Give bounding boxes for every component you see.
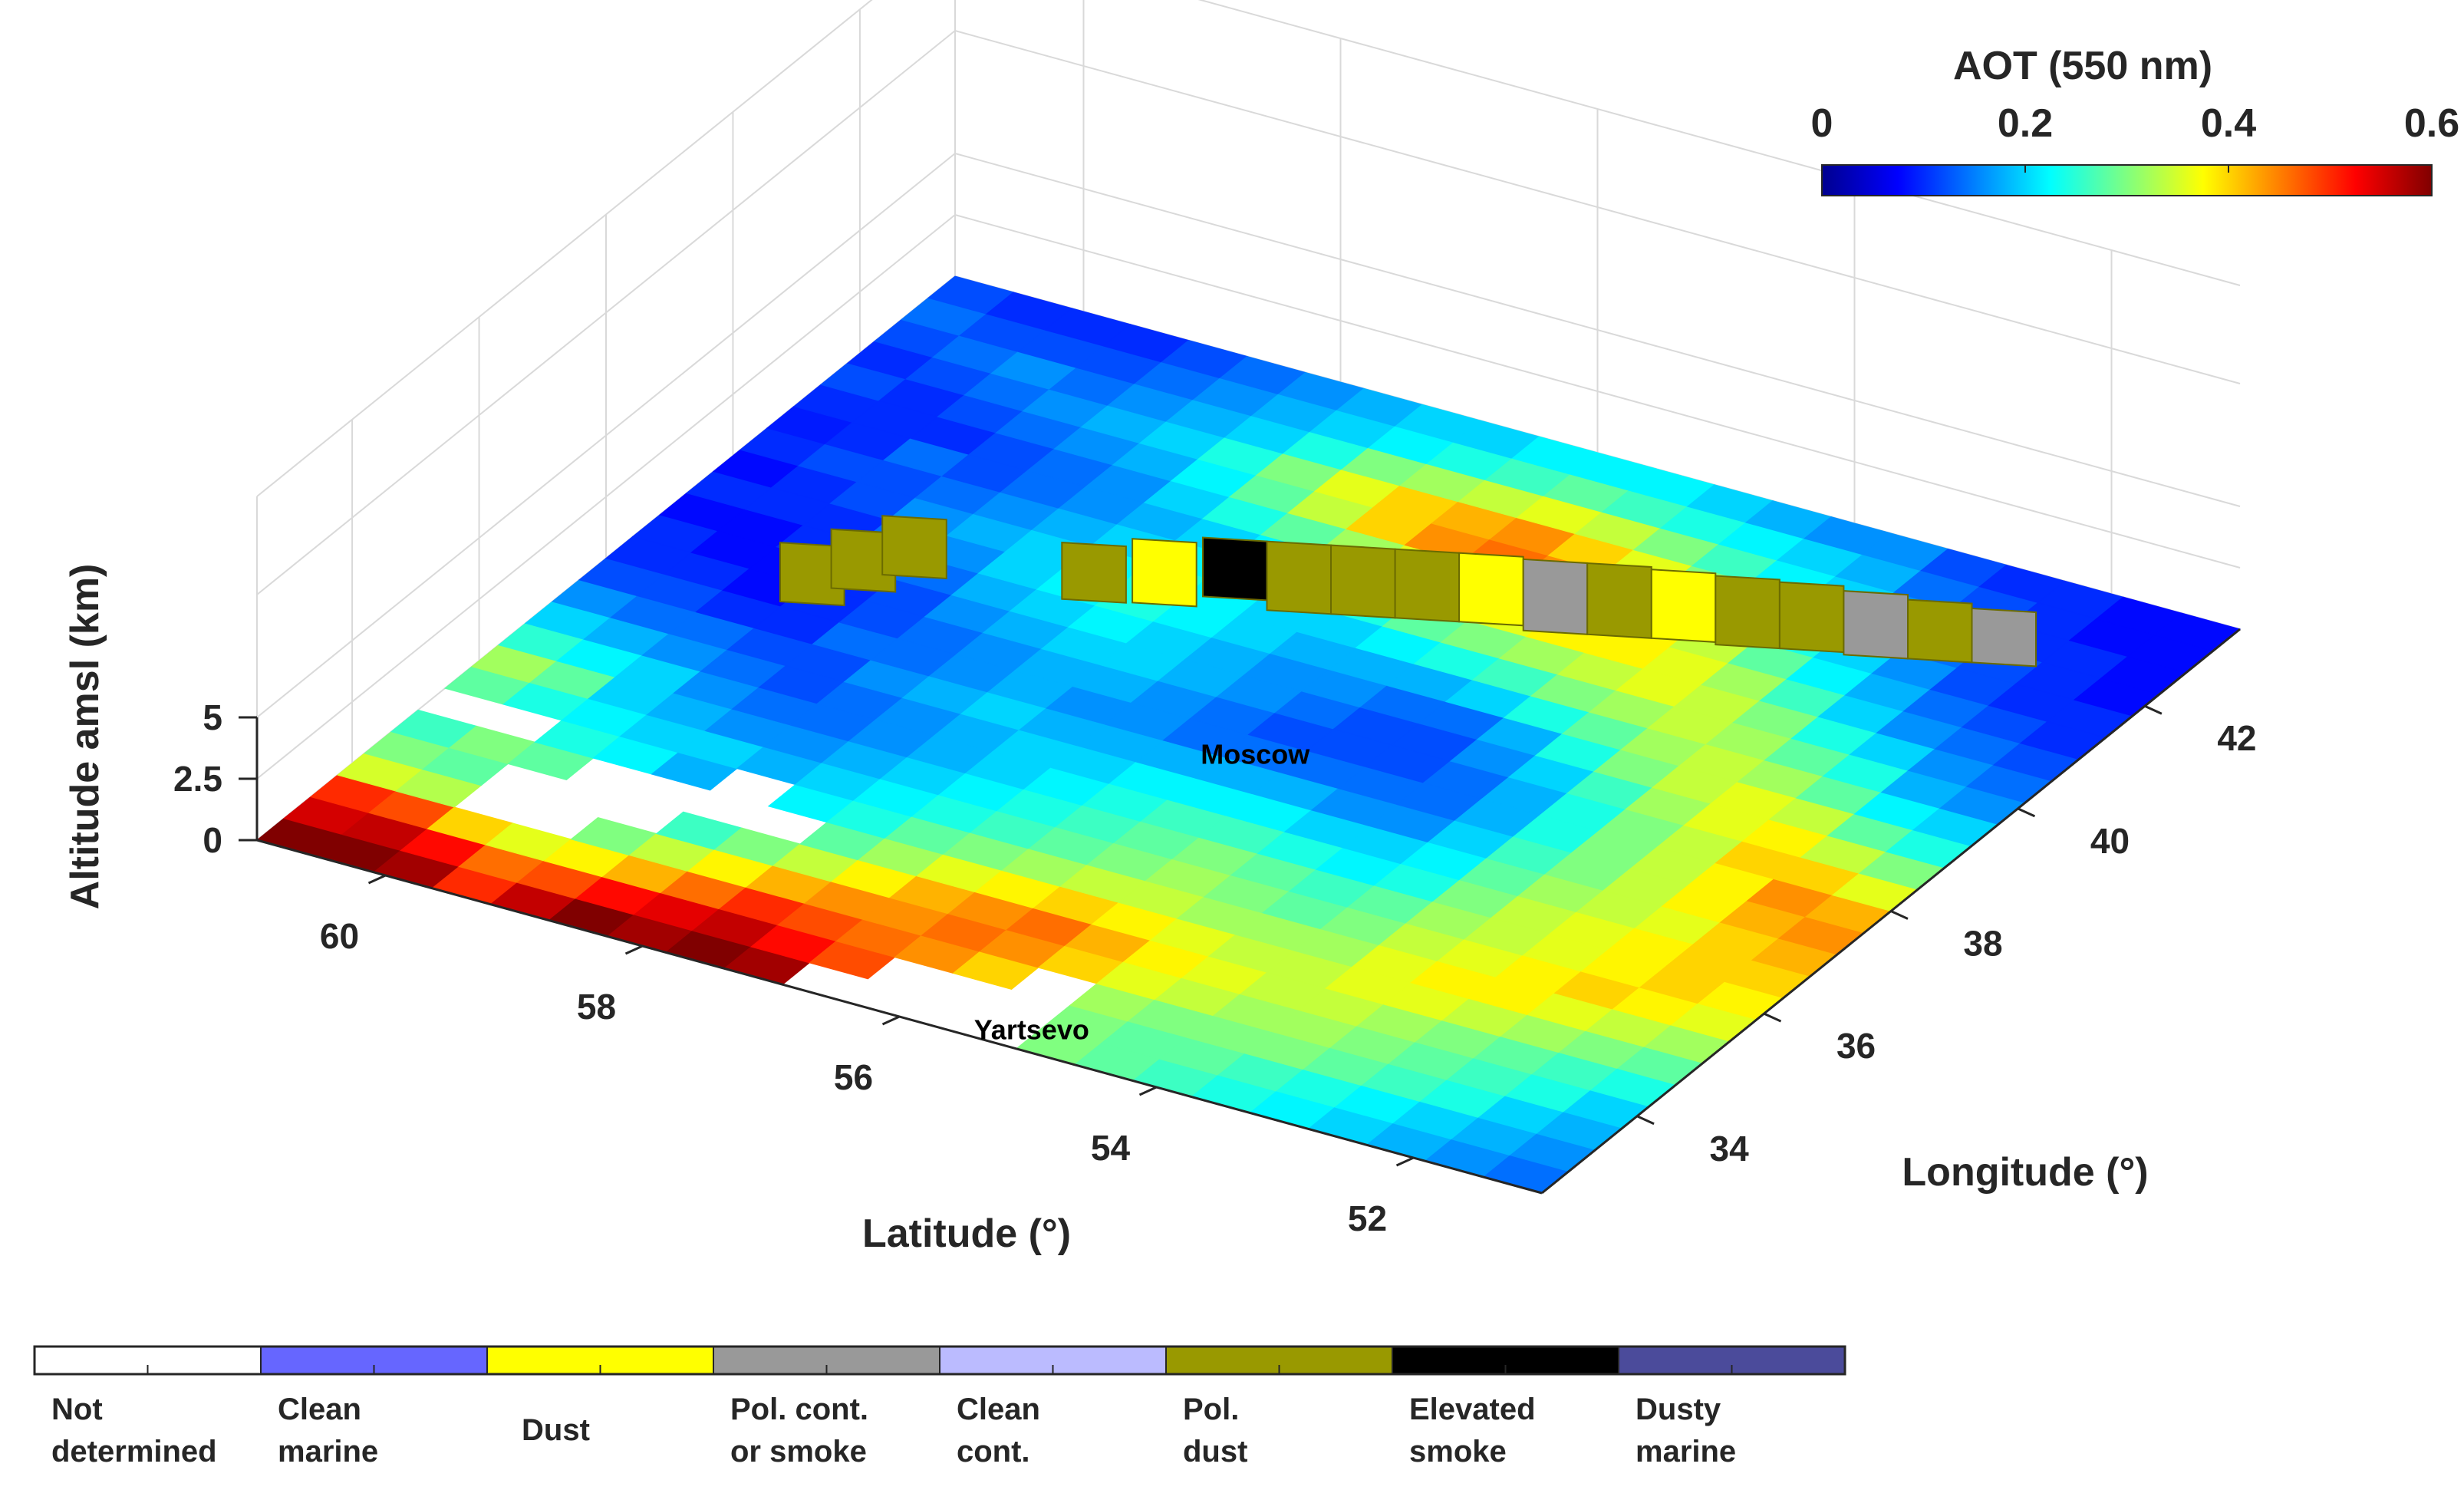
aot-colorbar: AOT (550 nm) 0 0.2 0.4 0.6: [1811, 44, 2459, 196]
lidar-curtain-segment: [1330, 544, 1396, 619]
x-tick-mark: [1395, 1156, 1415, 1167]
lidar-curtain-segment: [1778, 581, 1845, 654]
legend-label: Elevated: [1409, 1393, 1536, 1426]
lidar-curtain-segment: [881, 515, 947, 580]
colorbar-tick-label: 0.6: [2404, 101, 2459, 146]
place-labels: Moscow Yartsevo: [974, 739, 1311, 1046]
y-tick-mark: [2144, 704, 2163, 715]
z-tick-label: 5: [203, 697, 222, 737]
legend-label: cont.: [957, 1435, 1030, 1469]
x-tick-label: 52: [1348, 1198, 1387, 1238]
y-tick-label: 40: [2090, 821, 2130, 861]
legend-label: dust: [1183, 1435, 1247, 1469]
legend-label: Dust: [522, 1413, 590, 1447]
legend-label: or smoke: [730, 1435, 867, 1469]
lidar-curtain-segment: [1907, 598, 1973, 664]
colorbar-gradient: [1821, 164, 2433, 196]
lidar-curtain-segment: [1266, 540, 1332, 615]
place-label: Yartsevo: [974, 1014, 1089, 1045]
x-tick-mark: [367, 874, 387, 885]
axis-ticks: 60 58 56 54 52 34 36 38 40 42 0 2.5 5: [173, 628, 2256, 1238]
z-tick-label: 2.5: [173, 759, 222, 799]
legend-label: Pol. cont.: [730, 1393, 868, 1426]
legend-label: marine: [1636, 1435, 1736, 1469]
y-tick-mark: [1890, 910, 1909, 920]
x-tick-mark: [881, 1015, 901, 1026]
aot-map: [255, 275, 2242, 1194]
y-tick-mark: [1763, 1012, 1782, 1023]
legend-frame: [33, 1345, 1846, 1376]
lidar-curtain-segment: [1061, 542, 1127, 604]
place-label: Moscow: [1201, 739, 1310, 770]
y-tick-mark: [2017, 807, 2036, 818]
y-axis-label: Longitude (°): [1902, 1150, 2148, 1195]
y-tick-label: 34: [1710, 1129, 1750, 1169]
legend-label: Pol.: [1183, 1393, 1239, 1426]
colorbar-title: AOT (550 nm): [1953, 44, 2212, 88]
legend-label: smoke: [1409, 1435, 1507, 1469]
lidar-curtain-segment: [1586, 562, 1652, 639]
x-tick-mark: [624, 944, 644, 955]
classification-legend: Not determined Clean marine Dust Pol. cont. o…: [33, 1345, 1846, 1469]
y-tick-mark: [1636, 1115, 1655, 1126]
lidar-curtain-segment: [1715, 575, 1780, 650]
lidar-curtain-segment: [1458, 552, 1524, 627]
x-tick-label: 58: [577, 987, 616, 1027]
axes-box: [256, 0, 2241, 841]
x-tick-label: 56: [834, 1057, 873, 1097]
y-tick-label: 38: [1963, 924, 2002, 964]
lidar-curtain-segment: [1132, 538, 1197, 608]
legend-label: Clean: [957, 1393, 1040, 1426]
lidar-curtain-segment: [1522, 558, 1589, 635]
lidar-curtain-segment: [1843, 590, 1909, 660]
x-tick-label: 54: [1091, 1128, 1131, 1168]
legend-label: Clean: [278, 1393, 361, 1426]
lidar-curtain-segment: [1971, 607, 2037, 668]
legend-label: Not: [51, 1393, 103, 1426]
colorbar-tick-label: 0.2: [1998, 101, 2053, 146]
lidar-curtains: [779, 515, 2037, 668]
z-tick-label: 0: [203, 820, 222, 860]
lidar-curtain-segment: [1394, 548, 1461, 623]
x-axis-label: Latitude (°): [862, 1211, 1071, 1256]
x-tick-label: 60: [320, 916, 359, 956]
lidar-curtain-segment: [1650, 569, 1717, 643]
legend-label: Dusty: [1636, 1393, 1721, 1426]
legend-label: determined: [51, 1435, 217, 1469]
x-tick-mark: [1138, 1086, 1158, 1096]
lidar-curtain-segment: [1202, 536, 1268, 602]
colorbar-tick-label: 0.4: [2201, 101, 2256, 146]
z-axis-label: Altitude amsl (km): [63, 564, 107, 910]
y-tick-label: 42: [2217, 718, 2256, 758]
legend-label: marine: [278, 1435, 378, 1469]
colorbar-tick-label: 0: [1811, 101, 1833, 146]
y-tick-label: 36: [1836, 1026, 1876, 1066]
